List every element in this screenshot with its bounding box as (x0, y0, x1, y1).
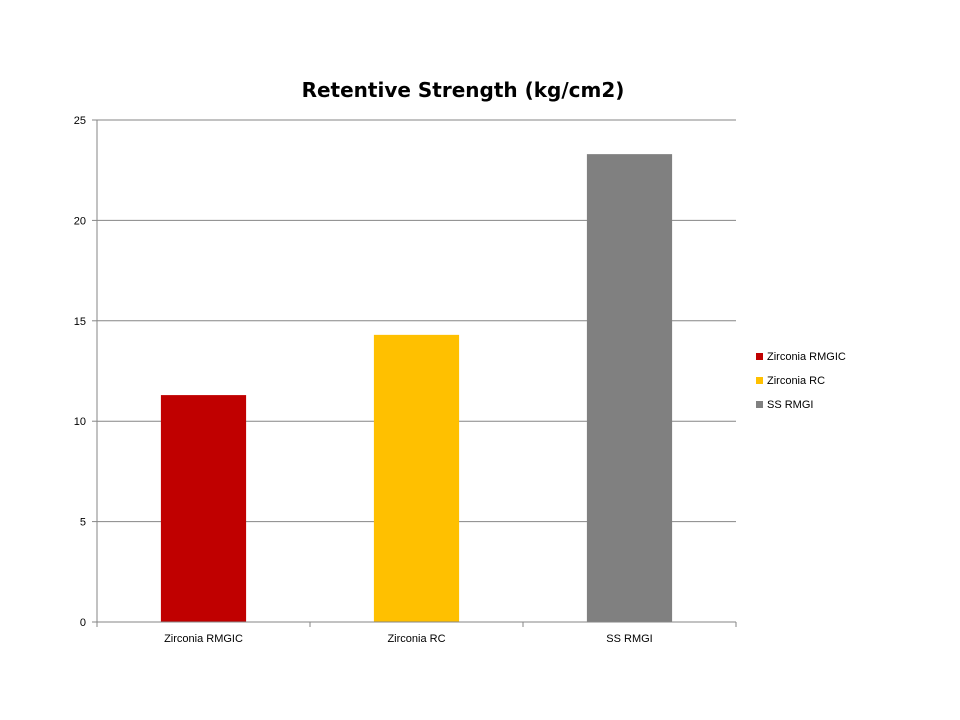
x-tick-label: Zirconia RC (387, 633, 445, 645)
y-tick-label: 15 (74, 316, 86, 328)
y-tick-label: 20 (74, 215, 86, 227)
bars (160, 154, 673, 623)
legend: Zirconia RMGIC Zirconia RC SS RMGI (756, 351, 846, 411)
axes (92, 119, 737, 627)
bar-zirconia-rc (373, 334, 460, 622)
legend-swatch (756, 377, 763, 384)
y-tick-labels: 0 5 10 15 20 25 (74, 115, 86, 629)
legend-swatch (756, 353, 763, 360)
x-tick-labels: Zirconia RMGIC Zirconia RC SS RMGI (164, 633, 653, 645)
y-tick-label: 0 (80, 617, 86, 629)
legend-swatch (756, 401, 763, 408)
chart-title: Retentive Strength (kg/cm2) (302, 78, 625, 102)
legend-entry-label: SS RMGI (767, 399, 813, 411)
bar-ss-rmgi (586, 154, 673, 623)
legend-entry-label: Zirconia RC (767, 375, 825, 387)
y-tick-label: 25 (74, 115, 86, 127)
y-tick-label: 5 (80, 517, 86, 529)
y-tick-label: 10 (74, 416, 86, 428)
bar-zirconia-rmgic (160, 395, 247, 622)
legend-entry-label: Zirconia RMGIC (767, 351, 846, 363)
x-tick-label: Zirconia RMGIC (164, 633, 243, 645)
x-tick-label: SS RMGI (606, 633, 652, 645)
